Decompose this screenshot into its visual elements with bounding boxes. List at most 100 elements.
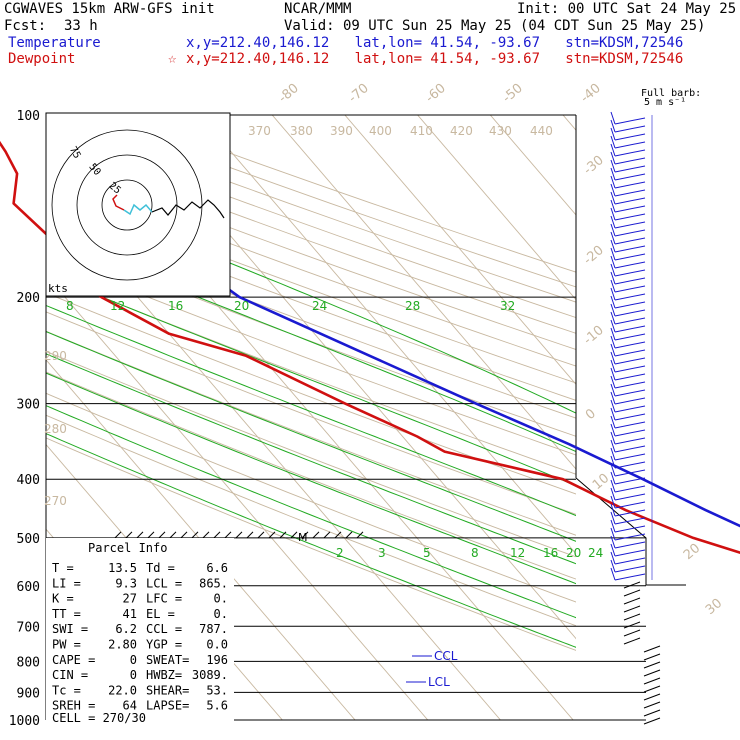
wind-barb <box>614 117 646 125</box>
wind-barb <box>623 589 641 597</box>
isotherm <box>344 115 576 386</box>
temperature-location: x,y=212.40,146.12 lat,lon= 41.54, -93.67… <box>186 35 684 51</box>
wind-barb-flag <box>610 343 616 357</box>
isobar-tick <box>147 531 155 539</box>
theta-label: 290 <box>44 349 67 363</box>
wind-barb <box>623 613 641 621</box>
parcel-value: 0. <box>214 607 228 621</box>
wind-barb-flag <box>610 175 616 189</box>
wind-barb <box>643 685 661 693</box>
theta-label: 440 <box>530 124 553 138</box>
wind-barb <box>614 149 646 157</box>
isobar-tick <box>323 531 331 539</box>
wind-barb <box>614 357 646 365</box>
wind-barb <box>614 349 646 357</box>
wind-barb <box>614 325 646 333</box>
wind-barb-flag <box>610 231 616 245</box>
wind-barb <box>614 197 646 205</box>
parcel-value: 27 <box>123 592 137 606</box>
wind-barb <box>614 181 646 189</box>
pressure-tick-label: 1000 <box>9 714 40 729</box>
parcel-value: 6.6 <box>206 561 228 575</box>
pressure-tick-label: 700 <box>17 620 40 635</box>
theta-label: 270 <box>44 494 67 508</box>
parcel-value: 865. <box>199 576 228 590</box>
dry-adiabat <box>46 205 576 401</box>
pressure-tick-label: 200 <box>17 291 40 306</box>
parcel-label: LCL = <box>146 576 182 590</box>
lcl-label: LCL <box>428 675 450 689</box>
isobar-tick <box>213 531 221 539</box>
dry-adiabat <box>46 188 576 384</box>
wind-barb <box>614 261 646 269</box>
parcel-value: 0. <box>214 592 228 606</box>
isotherm-label: -50 <box>500 81 526 106</box>
hodograph: 75 50 25 kts <box>45 112 231 297</box>
theta-e-label: 16 <box>168 299 183 313</box>
wind-barb-flag <box>610 359 616 373</box>
theta-e-label: 20 <box>234 299 249 313</box>
wind-barb-flag <box>610 183 616 197</box>
isobar-tick <box>301 531 309 539</box>
isobar-tick <box>257 531 265 539</box>
wind-barb <box>614 213 646 221</box>
isobar-tick <box>180 531 188 539</box>
wind-barb-flag <box>610 111 616 125</box>
dry-adiabat <box>46 256 576 456</box>
parcel-value: 9.3 <box>115 576 137 590</box>
isotherm-label: -40 <box>578 81 604 106</box>
wind-barb <box>643 661 661 669</box>
wind-barb-flag <box>610 519 616 533</box>
wind-barb <box>614 285 646 293</box>
wind-barb-flag <box>610 559 616 573</box>
wind-barb-flag <box>610 463 616 477</box>
parcel-value: 3089. <box>192 668 228 682</box>
barb-legend-line2: 5 m s⁻¹ <box>644 97 686 108</box>
wind-barb <box>643 709 661 717</box>
isotherm-label: 10 <box>590 471 612 493</box>
parcel-label: SWI = <box>52 622 88 636</box>
wind-barb <box>614 157 646 165</box>
dry-adiabat <box>46 238 576 437</box>
wind-barb <box>614 493 646 501</box>
wind-barb-flag <box>610 279 616 293</box>
parcel-label: EL = <box>146 607 175 621</box>
valid-time: Valid: 09 UTC Sun 25 May 25 (04 CDT Sun … <box>284 18 706 34</box>
isobar-tick <box>246 531 254 539</box>
parcel-label: TT = <box>52 607 81 621</box>
wind-barb-flag <box>610 407 616 421</box>
wind-barb <box>614 229 646 237</box>
wind-barb <box>643 669 661 677</box>
wind-barb <box>614 453 646 461</box>
theta-label: 400 <box>369 124 392 138</box>
ccl-label: CCL <box>434 649 458 663</box>
wind-barb-flag <box>610 551 616 565</box>
wind-barb <box>623 637 641 645</box>
parcel-value: 22.0 <box>108 683 137 697</box>
dry-adiabat-lines <box>46 115 576 651</box>
isotherm-label: -60 <box>423 81 449 106</box>
wind-barb-flag <box>610 431 616 445</box>
wind-barb <box>614 501 646 509</box>
theta-e-label: 24 <box>312 299 327 313</box>
wind-barb <box>614 517 646 525</box>
temperature-legend: Temperature <box>8 35 101 51</box>
wind-barb-flag <box>610 383 616 397</box>
wind-barb <box>614 309 646 317</box>
wind-barb-flag <box>610 447 616 461</box>
wind-barb-flag <box>610 455 616 469</box>
wind-barb <box>614 317 646 325</box>
wind-barb-flag <box>610 439 616 453</box>
wind-barb <box>614 541 646 549</box>
mixing-ratio-line <box>656 538 740 733</box>
wind-barb-flag <box>610 239 616 253</box>
parcel-label: T = <box>52 561 74 575</box>
wind-barb-flag <box>610 415 616 429</box>
wind-barb-flag <box>610 223 616 237</box>
parcel-label: SREH = <box>52 699 95 713</box>
wind-barb-flag <box>610 503 616 517</box>
fcst-label: Fcst: <box>4 18 47 34</box>
isobar-tick <box>136 531 144 539</box>
isotherm <box>271 115 576 470</box>
parcel-value: 196 <box>206 653 228 667</box>
